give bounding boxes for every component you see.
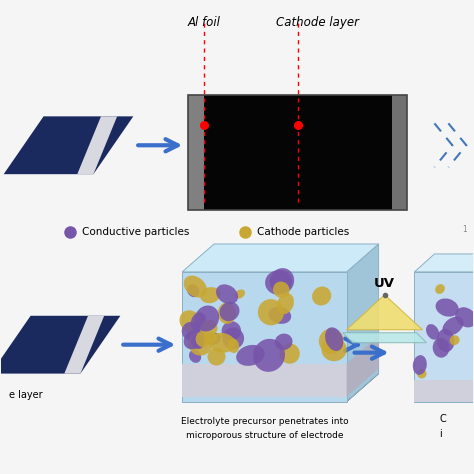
Polygon shape — [4, 116, 133, 174]
Bar — [392, 95, 408, 210]
Ellipse shape — [265, 270, 292, 295]
Ellipse shape — [209, 333, 236, 353]
Ellipse shape — [270, 268, 294, 294]
Ellipse shape — [221, 321, 241, 341]
Ellipse shape — [191, 312, 206, 331]
Ellipse shape — [195, 305, 219, 331]
Ellipse shape — [187, 284, 200, 297]
Bar — [204, 95, 392, 210]
Ellipse shape — [200, 287, 220, 303]
Text: e layer: e layer — [9, 390, 42, 400]
Text: i: i — [439, 429, 442, 439]
Bar — [188, 95, 204, 210]
Ellipse shape — [275, 334, 292, 350]
Text: 1: 1 — [463, 225, 467, 234]
Polygon shape — [343, 333, 427, 343]
Ellipse shape — [219, 302, 239, 321]
Ellipse shape — [437, 329, 455, 352]
Polygon shape — [414, 272, 474, 401]
Ellipse shape — [216, 284, 238, 304]
Ellipse shape — [450, 335, 460, 345]
Ellipse shape — [436, 299, 459, 317]
Polygon shape — [182, 272, 346, 401]
Polygon shape — [0, 316, 120, 374]
Ellipse shape — [236, 345, 264, 366]
Ellipse shape — [222, 328, 244, 349]
Ellipse shape — [319, 328, 344, 354]
Ellipse shape — [277, 293, 294, 314]
Text: C: C — [439, 414, 446, 425]
Ellipse shape — [184, 275, 207, 298]
Ellipse shape — [413, 355, 427, 375]
Ellipse shape — [312, 286, 331, 305]
Ellipse shape — [180, 310, 201, 333]
Text: Al foil: Al foil — [188, 16, 220, 28]
Polygon shape — [414, 254, 474, 272]
Text: UV: UV — [374, 277, 395, 290]
Ellipse shape — [433, 338, 449, 358]
Ellipse shape — [189, 349, 201, 363]
Polygon shape — [182, 244, 379, 272]
Polygon shape — [346, 295, 422, 330]
Text: Conductive particles: Conductive particles — [82, 227, 190, 237]
Ellipse shape — [235, 290, 245, 299]
Text: Electrolyte precursor penetrates into: Electrolyte precursor penetrates into — [181, 418, 349, 427]
Ellipse shape — [189, 332, 212, 356]
Ellipse shape — [417, 369, 427, 379]
Ellipse shape — [201, 319, 218, 337]
Ellipse shape — [442, 317, 464, 336]
Text: Cathode particles: Cathode particles — [257, 227, 349, 237]
Ellipse shape — [273, 282, 290, 298]
Ellipse shape — [253, 339, 285, 372]
Polygon shape — [346, 336, 379, 397]
Bar — [182, 364, 346, 397]
Polygon shape — [77, 116, 117, 174]
Bar — [188, 95, 408, 210]
Ellipse shape — [208, 348, 226, 365]
Ellipse shape — [435, 284, 445, 294]
Text: microporous structure of electrode: microporous structure of electrode — [186, 431, 344, 440]
Ellipse shape — [205, 333, 221, 345]
Ellipse shape — [280, 344, 300, 364]
Polygon shape — [182, 374, 379, 401]
Bar — [414, 380, 474, 401]
Ellipse shape — [426, 324, 439, 340]
Ellipse shape — [191, 334, 204, 349]
Ellipse shape — [455, 307, 474, 328]
Ellipse shape — [205, 332, 217, 344]
Ellipse shape — [258, 299, 284, 325]
Ellipse shape — [218, 303, 236, 324]
Ellipse shape — [182, 322, 201, 340]
Ellipse shape — [184, 329, 204, 349]
Text: Cathode layer: Cathode layer — [276, 16, 359, 28]
Ellipse shape — [268, 307, 291, 324]
Ellipse shape — [325, 328, 343, 351]
Ellipse shape — [228, 338, 239, 353]
Ellipse shape — [321, 338, 346, 361]
Polygon shape — [64, 316, 104, 374]
Polygon shape — [346, 244, 379, 401]
Ellipse shape — [196, 331, 210, 347]
